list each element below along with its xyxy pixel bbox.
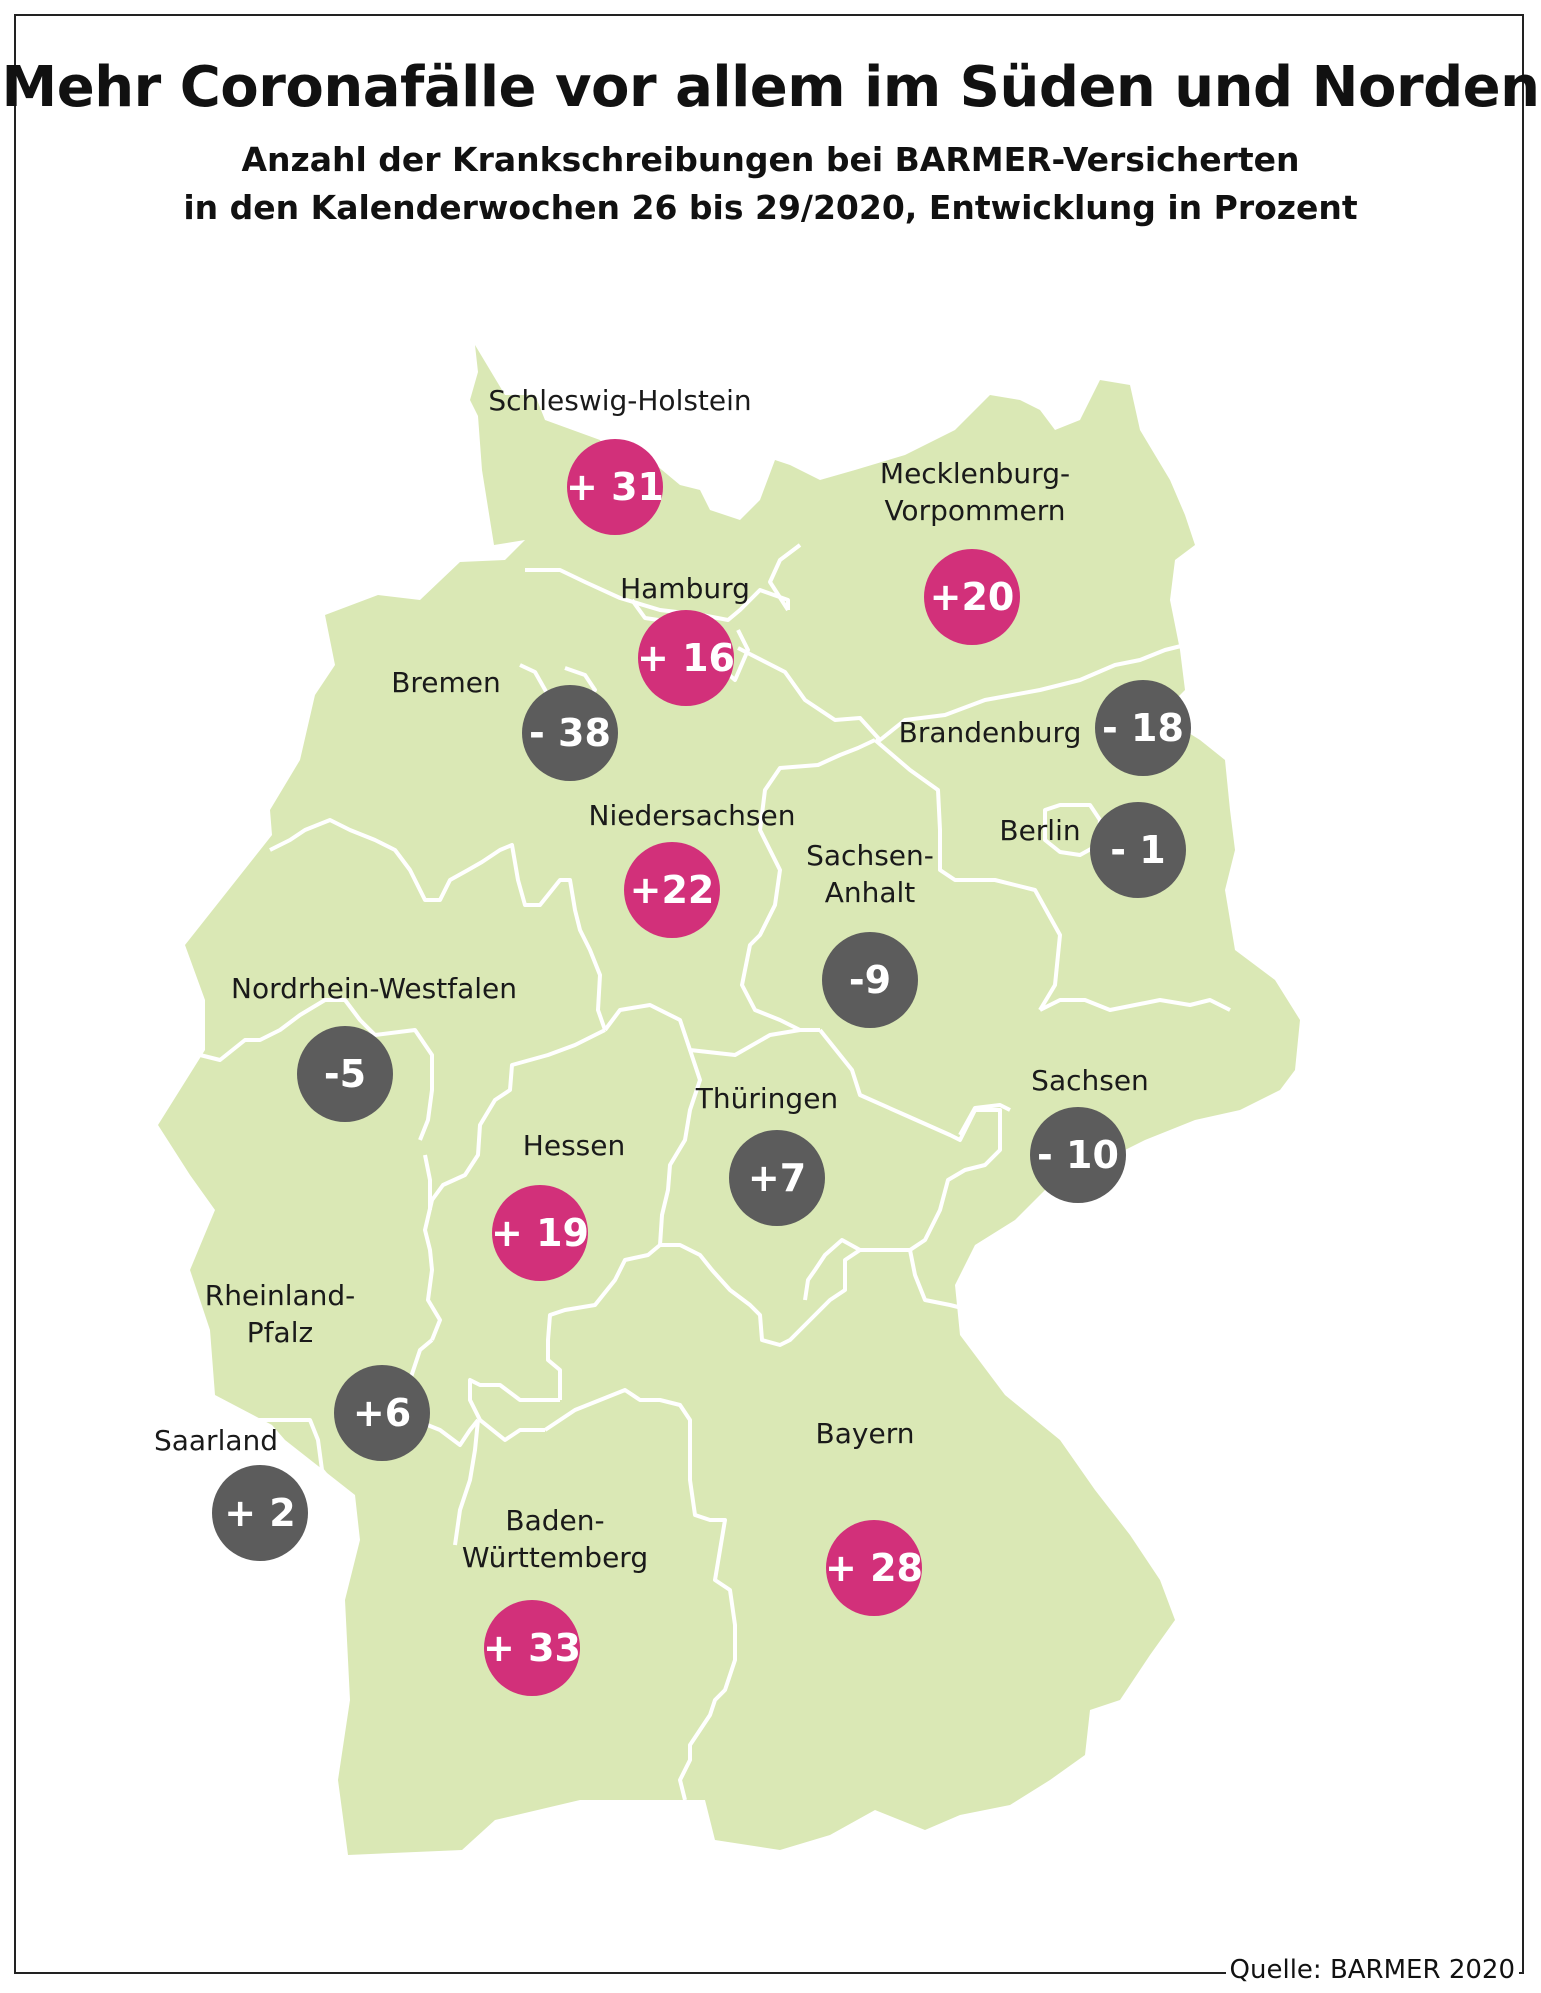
state-badge-schleswig-holstein: + 31 [566, 439, 664, 535]
state-badge-berlin: - 1 [1090, 802, 1186, 898]
state-badge-circle-niedersachsen [624, 842, 720, 938]
state-badge-thueringen: +7 [729, 1130, 825, 1226]
border-rp-sl [204, 1408, 337, 1507]
state-value-bayern: + 28 [825, 1546, 923, 1590]
state-label-niedersachsen: Niedersachsen [589, 799, 796, 832]
border-sh-mv [768, 543, 802, 612]
state-value-bremen: - 38 [529, 711, 611, 755]
state-badge-circle-rheinland-pfalz [334, 1365, 430, 1461]
state-value-berlin: - 1 [1110, 828, 1165, 872]
state-label-bayern: Bayern [816, 1417, 915, 1450]
border-bw-by [543, 1388, 737, 1801]
border-he-by-bw [468, 1378, 560, 1442]
state-label-bremen: Bremen [391, 666, 501, 699]
state-badge-baden-wuerttemberg: + 33 [483, 1600, 581, 1696]
state-badge-circle-bremen [522, 685, 618, 781]
state-value-rheinland-pfalz: +6 [353, 1391, 411, 1435]
state-value-sachsen-anhalt: -9 [849, 958, 891, 1002]
germany-land-shape [158, 345, 1300, 1855]
state-label-rheinland-pfalz: Rheinland-Pfalz [205, 1279, 356, 1349]
border-ni-he [603, 1003, 801, 1057]
state-badge-mecklenburg-vorpommern: +20 [924, 549, 1020, 645]
state-label-brandenburg: Brandenburg [899, 716, 1082, 749]
state-badge-brandenburg: - 18 [1095, 680, 1191, 776]
state-value-sachsen: - 10 [1037, 1133, 1119, 1177]
state-badge-circle-brandenburg [1095, 680, 1191, 776]
chart-subtitle-line-2: in den Kalenderwochen 26 bis 29/2020, En… [183, 188, 1358, 227]
state-label-saarland: Saarland [154, 1424, 278, 1457]
state-label-schleswig-holstein: Schleswig-Holstein [488, 384, 751, 417]
state-badge-circle-mecklenburg-vorpommern [924, 549, 1020, 645]
state-value-hamburg: + 16 [637, 636, 735, 680]
map-frame [14, 14, 1524, 1974]
state-badge-niedersachsen: +22 [624, 842, 720, 938]
state-badge-circle-bayern [826, 1520, 922, 1616]
state-badge-hessen: + 19 [491, 1185, 589, 1281]
state-badge-circle-saarland [212, 1465, 308, 1561]
state-badge-hamburg: + 16 [637, 610, 735, 706]
state-badge-circle-hamburg [638, 610, 734, 706]
border-sn-by-east [908, 1249, 990, 1312]
border-ni-st-bb [740, 738, 876, 1032]
border-st-bb [873, 738, 1062, 1012]
state-value-thueringen: +7 [748, 1156, 806, 1200]
state-value-nordrhein-westfalen: -5 [324, 1052, 366, 1096]
state-label-baden-wuerttemberg: Baden-Württemberg [462, 1504, 648, 1574]
border-nw-he-rp [423, 1154, 432, 1210]
border-bb-sn [1039, 998, 1231, 1012]
border-sn-by [958, 1103, 1011, 1136]
border-nw-ni [269, 818, 607, 1031]
state-value-baden-wuerttemberg: + 33 [483, 1626, 581, 1670]
state-badge-sachsen: - 10 [1030, 1107, 1126, 1203]
border-rp-bw [453, 1419, 480, 1546]
state-value-hessen: + 19 [491, 1211, 589, 1255]
state-label-sachsen: Sachsen [1031, 1064, 1149, 1097]
state-badge-circle-nordrhein-westfalen [297, 1026, 393, 1122]
state-value-niedersachsen: +22 [630, 868, 715, 912]
state-label-nordrhein-westfalen: Nordrhein-Westfalen [231, 972, 517, 1005]
state-label-hessen: Hessen [523, 1129, 625, 1162]
state-label-berlin: Berlin [999, 814, 1080, 847]
state-label-mecklenburg-vorpommern: Mecklenburg-Vorpommern [880, 457, 1070, 527]
state-badge-circle-thueringen [729, 1130, 825, 1226]
chart-title: Mehr Coronafälle vor allem im Süden und … [1, 55, 1541, 120]
state-badge-circle-sachsen-anhalt [822, 932, 918, 1028]
state-badge-nordrhein-westfalen: -5 [297, 1026, 393, 1122]
state-value-saarland: + 2 [224, 1491, 296, 1535]
chart-subtitle-line-1: Anzahl der Krankschreibungen bei BARMER-… [241, 140, 1300, 179]
state-badge-circle-hessen [492, 1185, 588, 1281]
state-labels: Schleswig-Holstein Mecklenburg-Vorpommern… [154, 384, 1149, 1574]
state-badge-circle-sachsen [1030, 1107, 1126, 1203]
state-label-hamburg: Hamburg [620, 572, 750, 605]
state-value-schleswig-holstein: + 31 [566, 465, 664, 509]
state-badge-bayern: + 28 [825, 1520, 923, 1616]
state-value-brandenburg: - 18 [1102, 706, 1184, 750]
state-badge-rheinland-pfalz: +6 [334, 1365, 430, 1461]
state-label-thueringen: Thüringen [695, 1082, 838, 1115]
state-badge-bremen: - 38 [522, 685, 618, 781]
border-nw-he [423, 1028, 606, 1341]
border-nw-rp [181, 998, 434, 1141]
border-st-sn-th [803, 1028, 1002, 1301]
border-mv-south [737, 643, 1186, 742]
state-value-mecklenburg-vorpommern: +20 [930, 575, 1015, 619]
state-badge-saarland: + 2 [212, 1465, 308, 1561]
state-badge-circle-schleswig-holstein [567, 439, 663, 535]
border-he-th [546, 1049, 702, 1400]
border-th-by [660, 1243, 862, 1347]
source-note: Quelle: BARMER 2020 [1225, 1953, 1519, 1987]
state-badge-circle-baden-wuerttemberg [484, 1600, 580, 1696]
state-badge-sachsen-anhalt: -9 [822, 932, 918, 1028]
state-label-sachsen-anhalt: Sachsen-Anhalt [806, 839, 934, 909]
state-badges: + 31 +20 + 16 - 38 - 18 +22 - 1 -9 -5 - 10 +7 + 19 +… [212, 439, 1191, 1696]
state-badge-circle-berlin [1090, 802, 1186, 898]
